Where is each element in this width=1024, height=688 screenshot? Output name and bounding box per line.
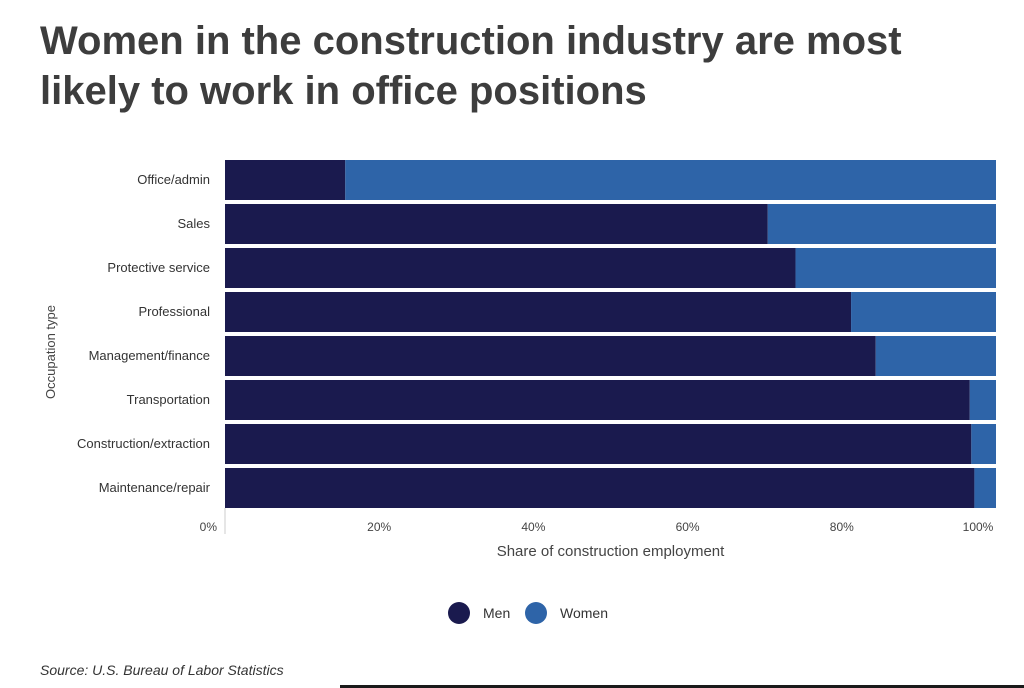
category-label-construction-extraction: Construction/extraction [77, 436, 210, 451]
x-axis-title: Share of construction employment [497, 543, 725, 560]
x-tick-label: 0% [200, 520, 218, 534]
bar-men-office-admin [225, 160, 346, 200]
category-label-office-admin: Office/admin [137, 172, 210, 187]
x-tick-label: 60% [676, 520, 700, 534]
bottom-divider [340, 685, 1024, 688]
legend-label-men: Men [483, 605, 510, 621]
bar-women-sales [767, 204, 996, 244]
category-label-professional: Professional [138, 304, 210, 319]
bar-men-management-finance [225, 336, 876, 376]
category-label-transportation: Transportation [127, 392, 210, 407]
bar-women-management-finance [875, 336, 996, 376]
bar-men-construction-extraction [225, 424, 972, 464]
legend-swatch-women [525, 602, 547, 624]
bar-women-transportation [969, 380, 996, 420]
bar-men-sales [225, 204, 768, 244]
category-label-protective-service: Protective service [107, 260, 210, 275]
x-tick-label: 40% [521, 520, 545, 534]
chart-title: Women in the construction industry are m… [40, 19, 902, 113]
x-tick-label: 100% [963, 520, 994, 534]
bar-men-protective-service [225, 248, 796, 288]
category-label-sales: Sales [177, 216, 210, 231]
bar-women-protective-service [795, 248, 996, 288]
bar-men-maintenance-repair [225, 468, 975, 508]
bar-men-transportation [225, 380, 970, 420]
x-tick-label: 20% [367, 520, 391, 534]
bar-women-office-admin [345, 160, 996, 200]
category-label-management-finance: Management/finance [89, 348, 210, 363]
bar-women-construction-extraction [971, 424, 996, 464]
source-note: Source: U.S. Bureau of Labor Statistics [40, 662, 284, 678]
legend-label-women: Women [560, 605, 608, 621]
bar-women-professional [851, 292, 996, 332]
bar-women-maintenance-repair [974, 468, 996, 508]
legend-swatch-men [448, 602, 470, 624]
x-tick-label: 80% [830, 520, 854, 534]
bar-men-professional [225, 292, 852, 332]
category-label-maintenance-repair: Maintenance/repair [99, 480, 211, 495]
y-axis-title: Occupation type [43, 305, 58, 399]
